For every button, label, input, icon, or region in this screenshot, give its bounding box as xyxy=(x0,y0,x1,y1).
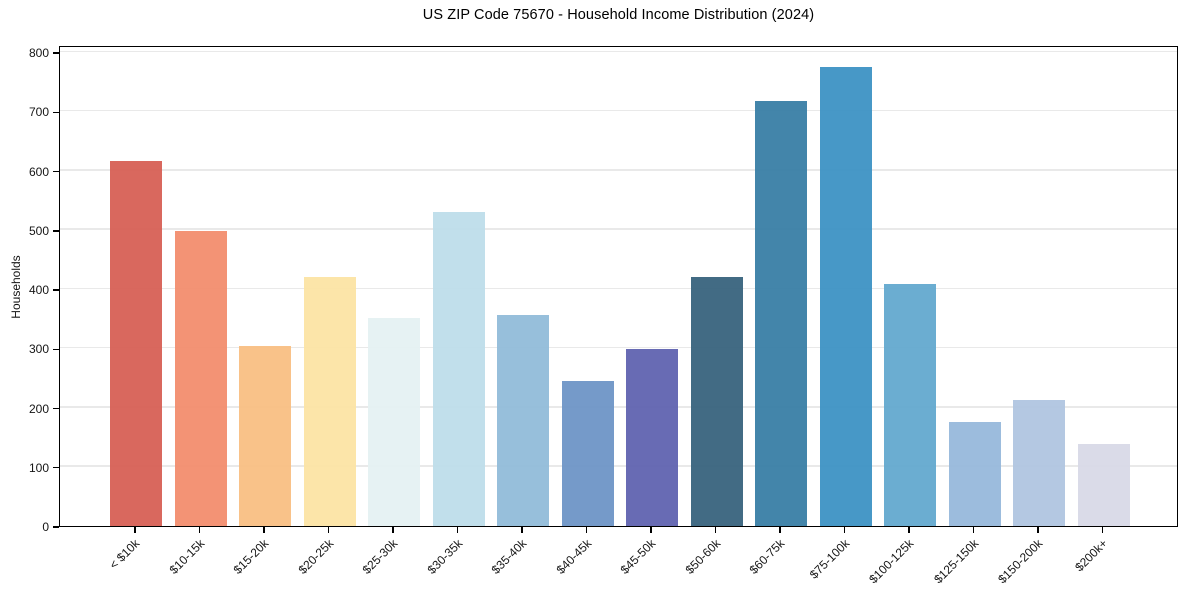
x-tick-mark-15 xyxy=(1037,527,1039,533)
y-tick-label-500: 500 xyxy=(28,223,49,238)
gridline-200 xyxy=(60,406,1177,408)
x-tick-label-11: $60-75k xyxy=(746,536,788,577)
x-tick-mark-10 xyxy=(714,527,717,533)
y-tick-mark-0 xyxy=(53,526,59,528)
plot-area xyxy=(59,46,1178,527)
y-tick-mark-700 xyxy=(53,111,59,114)
gridline-600 xyxy=(60,169,1177,171)
y-tick-label-700: 700 xyxy=(28,105,49,120)
x-tick-label-1: < $10k xyxy=(106,536,143,572)
y-tick-mark-600 xyxy=(53,170,59,173)
y-tick-label-100: 100 xyxy=(28,460,49,475)
x-tick-label-16: $200k+ xyxy=(1071,536,1110,575)
chart-title: US ZIP Code 75670 - Household Income Dis… xyxy=(422,7,815,23)
y-tick-mark-800 xyxy=(53,52,59,54)
gridline-300 xyxy=(60,346,1177,349)
y-tick-label-400: 400 xyxy=(28,283,49,298)
bar-7 xyxy=(497,314,549,526)
y-tick-mark-300 xyxy=(53,348,59,350)
x-tick-label-2: $10-15k xyxy=(166,536,207,577)
bar-12 xyxy=(819,66,872,526)
x-tick-mark-1 xyxy=(134,527,136,533)
x-tick-mark-4 xyxy=(327,527,330,533)
bar-6 xyxy=(432,212,485,526)
x-tick-mark-6 xyxy=(456,527,459,533)
x-tick-mark-9 xyxy=(650,527,652,533)
bar-8 xyxy=(561,380,614,526)
bar-15 xyxy=(1013,399,1065,526)
y-tick-label-0: 0 xyxy=(42,520,49,534)
x-tick-label-9: $45-50k xyxy=(617,536,659,577)
bar-4 xyxy=(303,277,356,526)
x-tick-mark-7 xyxy=(521,527,523,533)
x-tick-mark-11 xyxy=(779,527,781,533)
x-tick-mark-16 xyxy=(1101,527,1104,533)
y-tick-mark-500 xyxy=(53,230,59,232)
x-tick-mark-12 xyxy=(843,527,846,533)
bar-14 xyxy=(948,421,1001,526)
bar-10 xyxy=(690,277,743,526)
x-tick-label-3: $15-20k xyxy=(230,536,272,577)
x-tick-label-14: $125-150k xyxy=(930,536,981,587)
x-tick-mark-3 xyxy=(263,527,265,533)
bar-2 xyxy=(174,231,227,526)
bar-13 xyxy=(884,283,936,526)
y-tick-mark-400 xyxy=(53,289,59,291)
x-tick-label-4: $20-25k xyxy=(295,536,336,577)
bar-5 xyxy=(368,318,420,526)
x-tick-mark-2 xyxy=(198,527,201,533)
x-tick-mark-13 xyxy=(908,527,910,533)
y-tick-label-800: 800 xyxy=(28,46,49,61)
x-tick-label-13: $100-125k xyxy=(866,536,917,587)
gridline-800 xyxy=(60,50,1177,53)
bar-9 xyxy=(626,348,678,526)
bar-16 xyxy=(1077,443,1130,526)
y-tick-label-200: 200 xyxy=(28,401,49,416)
gridline-400 xyxy=(60,287,1177,290)
x-tick-label-10: $50-60k xyxy=(682,536,723,577)
x-tick-label-12: $75-100k xyxy=(806,536,852,582)
y-tick-mark-200 xyxy=(53,407,59,410)
x-tick-mark-5 xyxy=(392,527,394,533)
x-tick-label-7: $35-40k xyxy=(488,536,530,577)
y-tick-label-300: 300 xyxy=(28,342,49,357)
bar-1 xyxy=(110,161,162,526)
x-tick-mark-14 xyxy=(972,527,975,533)
gridline-700 xyxy=(60,109,1177,112)
x-tick-mark-8 xyxy=(585,527,588,533)
bar-3 xyxy=(239,345,291,526)
gridline-100 xyxy=(60,465,1177,467)
x-tick-label-6: $30-35k xyxy=(424,536,465,577)
y-tick-mark-100 xyxy=(53,467,59,469)
y-tick-label-600: 600 xyxy=(28,164,49,179)
x-tick-label-15: $150-200k xyxy=(995,536,1046,587)
gridline-500 xyxy=(60,228,1177,230)
x-tick-label-5: $25-30k xyxy=(359,536,401,577)
bar-11 xyxy=(755,101,807,526)
x-tick-label-8: $40-45k xyxy=(553,536,594,577)
